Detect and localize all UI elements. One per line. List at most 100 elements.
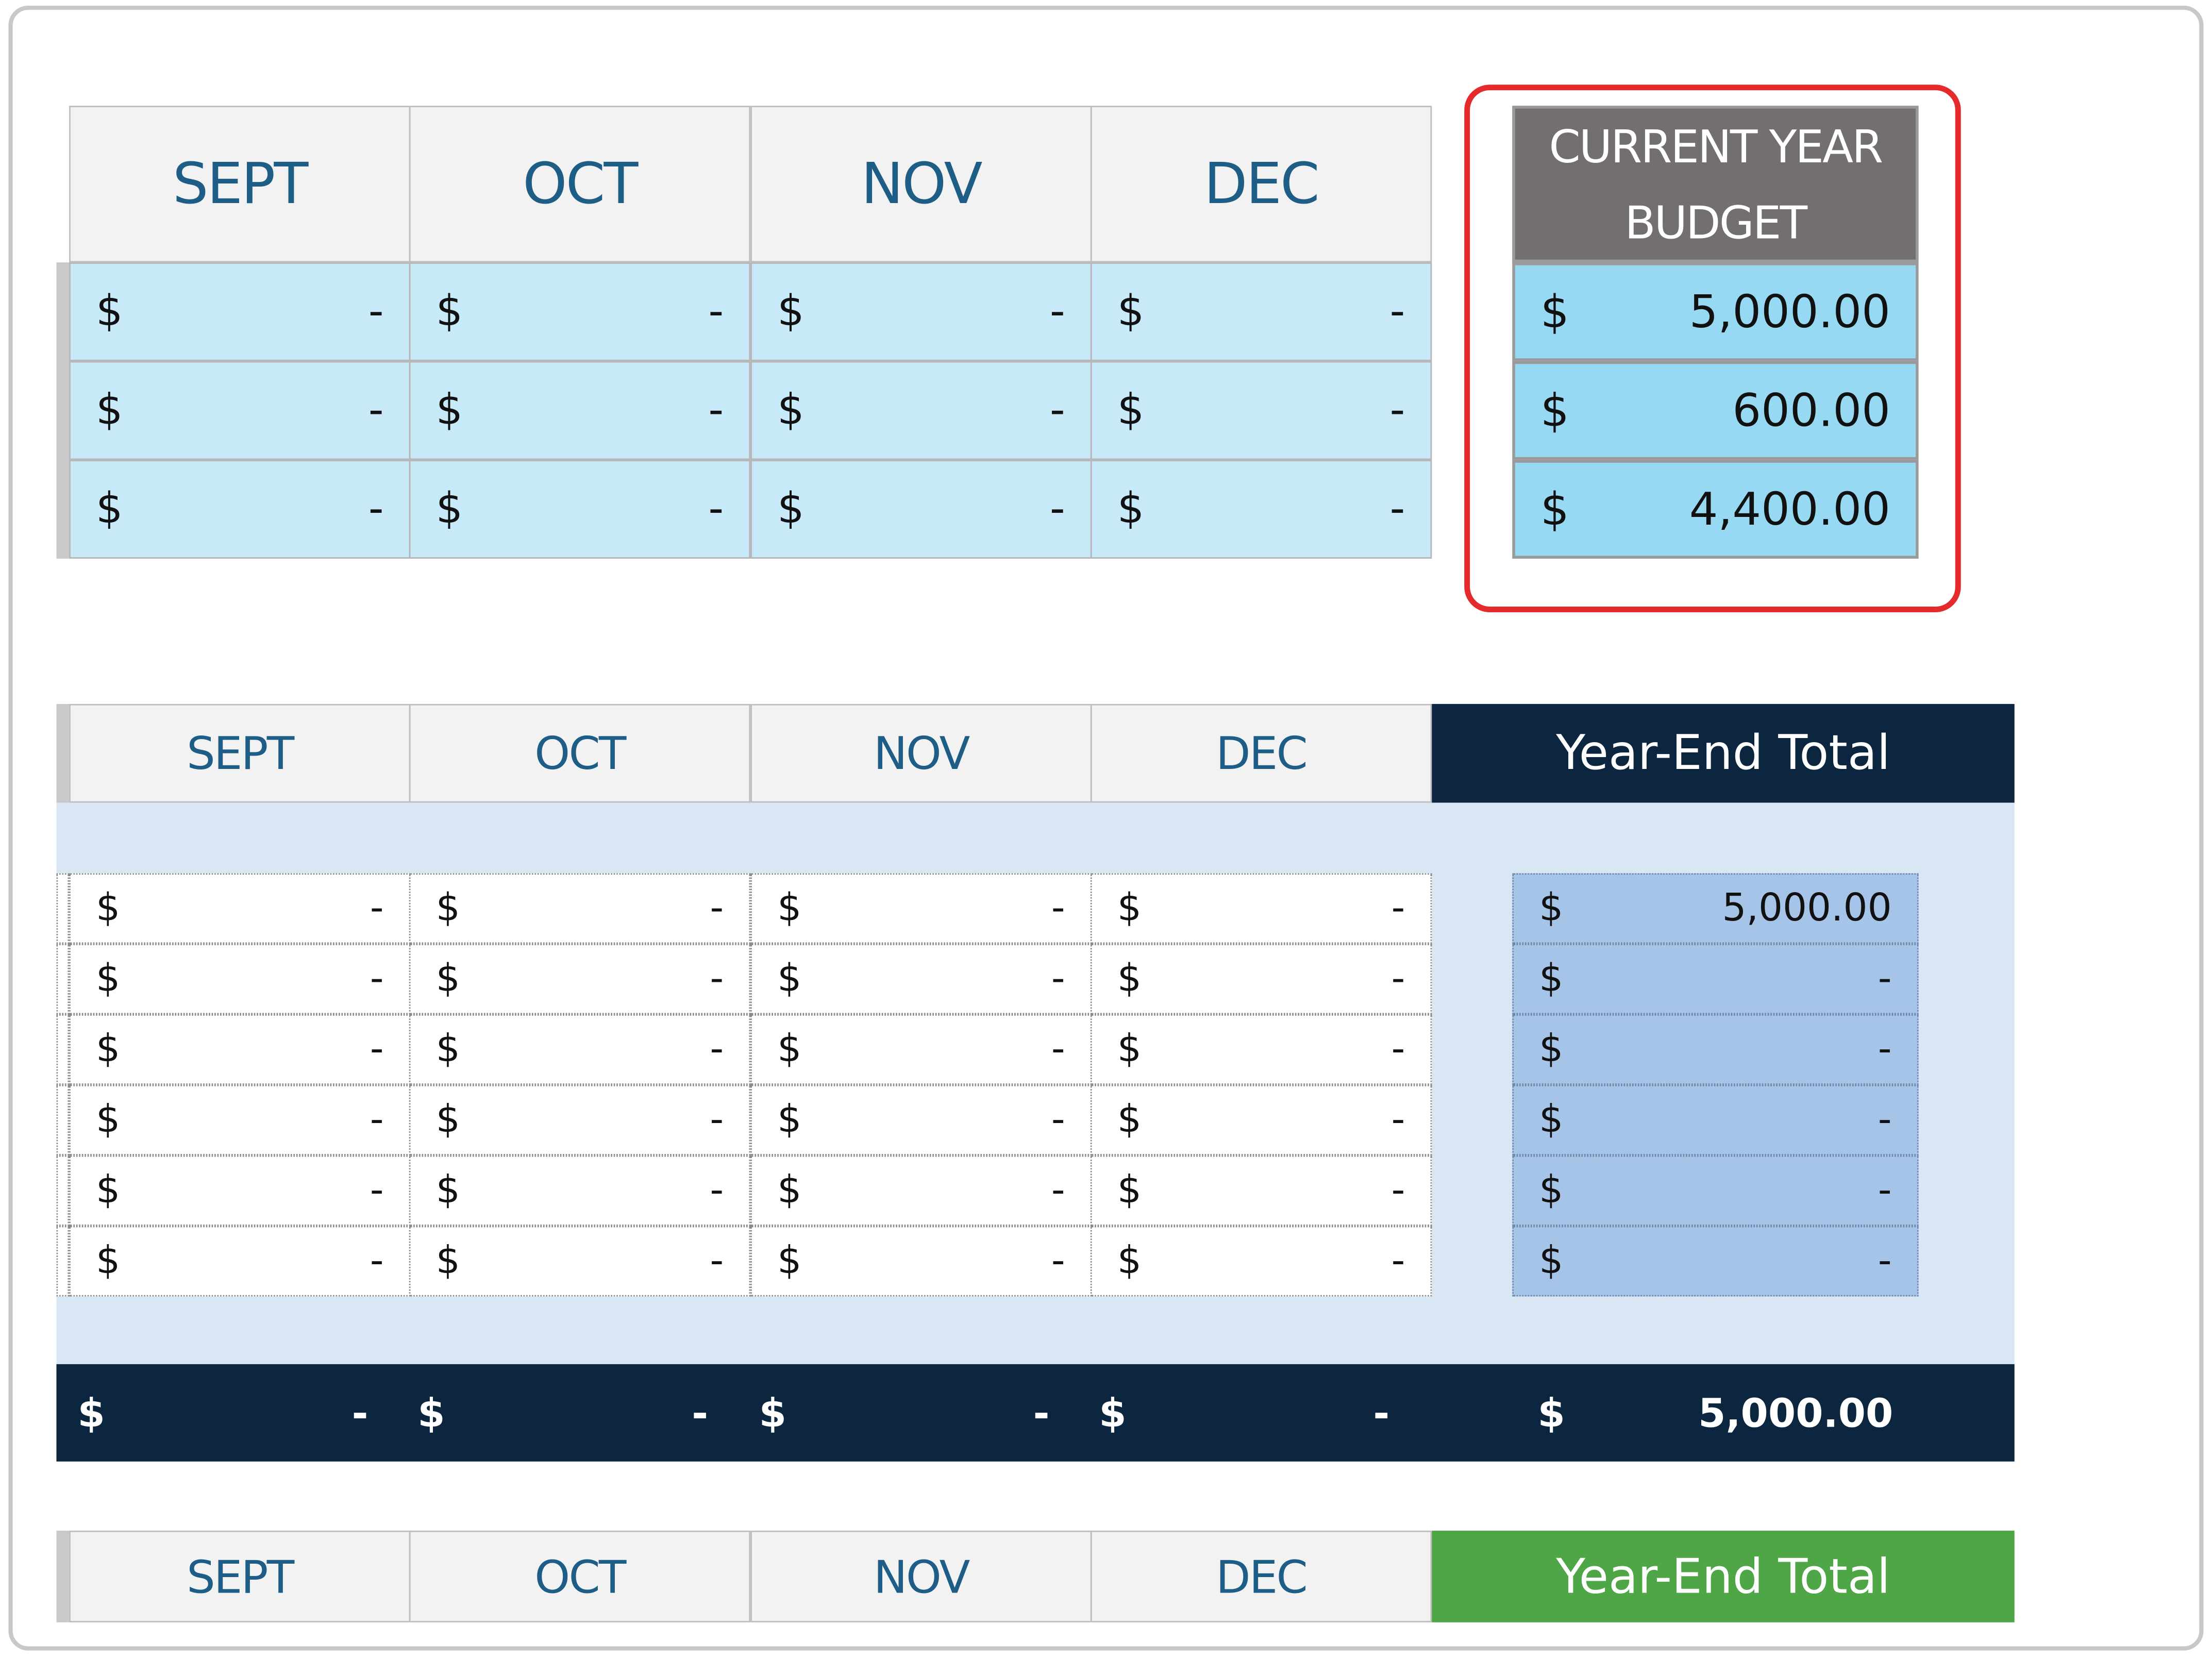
amount-cell[interactable]: $ -	[750, 873, 1092, 944]
month-header-nov: NOV	[750, 1530, 1092, 1622]
amount-cell[interactable]: $ -	[69, 1084, 411, 1155]
amount-cell[interactable]: $ -	[409, 262, 751, 361]
currency-symbol: $	[777, 957, 802, 1001]
currency-symbol: $	[1539, 886, 1564, 931]
row-stub	[56, 704, 70, 803]
month-header-oct: OCT	[409, 704, 751, 803]
amount-cell[interactable]: $ -	[1090, 361, 1432, 460]
year-end-cell[interactable]: $5,000.00	[1512, 873, 1919, 944]
year-end-total-cell: $5,000.00	[1512, 1364, 1918, 1462]
year-end-cell[interactable]: $ -	[1512, 944, 1919, 1015]
total-cell: $ -	[1074, 1364, 1415, 1462]
amount-value: 4,400.00	[1689, 482, 1890, 537]
amount-cell[interactable]: $ -	[1090, 262, 1432, 361]
amount-value: -	[1373, 1389, 1390, 1436]
amount-cell[interactable]: $ -	[409, 1014, 751, 1085]
amount-value: 5,000.00	[1698, 1389, 1893, 1436]
row-stub-cell	[56, 944, 70, 1015]
year-end-total-header: Year-End Total	[1432, 704, 2015, 803]
budget-cell[interactable]: $5,000.00	[1512, 262, 1919, 361]
currency-symbol: $	[96, 1239, 121, 1283]
amount-cell[interactable]: $ -	[750, 1084, 1092, 1155]
budget-cell[interactable]: $4,400.00	[1512, 460, 1919, 559]
amount-value: -	[710, 957, 724, 1001]
screenshot-frame	[8, 5, 2204, 1651]
amount-cell[interactable]: $ -	[750, 361, 1092, 460]
currency-symbol: $	[435, 386, 463, 436]
amount-value: -	[1878, 1028, 1892, 1071]
row-stub-cell	[56, 1155, 70, 1226]
amount-value: -	[710, 1028, 724, 1071]
amount-cell[interactable]: $ -	[409, 944, 751, 1015]
amount-value: -	[710, 1098, 724, 1142]
current-year-budget-header: CURRENT YEAR BUDGET	[1512, 106, 1919, 263]
amount-cell[interactable]: $ -	[69, 262, 411, 361]
amount-cell[interactable]: $ -	[1090, 1226, 1432, 1297]
currency-symbol: $	[435, 287, 463, 337]
amount-cell[interactable]: $ -	[69, 1155, 411, 1226]
amount-cell[interactable]: $ -	[69, 944, 411, 1015]
amount-cell[interactable]: $ -	[750, 1014, 1092, 1085]
amount-value: -	[1391, 1028, 1405, 1071]
amount-cell[interactable]: $ -	[69, 460, 411, 559]
currency-symbol: $	[435, 886, 460, 931]
amount-cell[interactable]: $ -	[1090, 1084, 1432, 1155]
currency-symbol: $	[777, 1028, 802, 1071]
amount-cell[interactable]: $ -	[750, 460, 1092, 559]
year-end-cell[interactable]: $ -	[1512, 1084, 1919, 1155]
total-cell: $ -	[392, 1364, 733, 1462]
amount-cell[interactable]: $ -	[750, 944, 1092, 1015]
year-end-total-header-green: Year-End Total	[1432, 1530, 2015, 1622]
year-end-cell[interactable]: $ -	[1512, 1014, 1919, 1085]
amount-cell[interactable]: $ -	[409, 1084, 751, 1155]
amount-cell[interactable]: $ -	[750, 262, 1092, 361]
currency-symbol: $	[96, 386, 123, 436]
row-stub-cell	[56, 1084, 70, 1155]
amount-cell[interactable]: $ -	[1090, 1155, 1432, 1226]
amount-cell[interactable]: $ -	[409, 1155, 751, 1226]
amount-value: -	[710, 1239, 724, 1283]
amount-cell[interactable]: $ -	[69, 873, 411, 944]
amount-cell[interactable]: $ -	[409, 460, 751, 559]
currency-symbol: $	[1117, 1239, 1142, 1283]
amount-cell[interactable]: $ -	[69, 361, 411, 460]
amount-value: -	[710, 1168, 724, 1213]
amount-value: -	[370, 1239, 384, 1283]
amount-cell[interactable]: $ -	[1090, 1014, 1432, 1085]
amount-value: 600.00	[1732, 383, 1890, 438]
amount-cell[interactable]: $ -	[69, 1014, 411, 1085]
amount-value: -	[1391, 1098, 1405, 1142]
currency-symbol: $	[777, 886, 802, 931]
amount-cell[interactable]: $ -	[1090, 460, 1432, 559]
currency-symbol: $	[1099, 1389, 1127, 1436]
totals-row	[56, 1364, 2015, 1462]
amount-cell[interactable]: $ -	[1090, 944, 1432, 1015]
amount-value: -	[1878, 1098, 1892, 1142]
currency-symbol: $	[1539, 1239, 1564, 1283]
currency-symbol: $	[435, 1028, 460, 1071]
amount-cell[interactable]: $ -	[750, 1155, 1092, 1226]
amount-cell[interactable]: $ -	[1090, 873, 1432, 944]
amount-cell[interactable]: $ -	[409, 1226, 751, 1297]
currency-symbol: $	[777, 386, 805, 436]
month-header-oct: OCT	[409, 1530, 751, 1622]
row-stub	[56, 1530, 70, 1622]
currency-symbol: $	[435, 1239, 460, 1283]
budget-cell[interactable]: $600.00	[1512, 361, 1919, 460]
amount-value: -	[692, 1389, 709, 1436]
amount-cell[interactable]: $ -	[409, 873, 751, 944]
amount-value: -	[368, 287, 384, 337]
budget-title-line2: BUDGET	[1624, 195, 1807, 249]
amount-cell[interactable]: $ -	[409, 361, 751, 460]
amount-value: -	[1878, 957, 1892, 1001]
amount-cell[interactable]: $ -	[69, 1226, 411, 1297]
year-end-cell[interactable]: $ -	[1512, 1155, 1919, 1226]
amount-value: -	[1878, 1239, 1892, 1283]
currency-symbol: $	[1117, 1168, 1142, 1213]
currency-symbol: $	[96, 957, 121, 1001]
amount-cell[interactable]: $ -	[750, 1226, 1092, 1297]
amount-value: -	[1051, 1168, 1065, 1213]
amount-value: -	[1389, 484, 1405, 534]
year-end-cell[interactable]: $ -	[1512, 1226, 1919, 1297]
